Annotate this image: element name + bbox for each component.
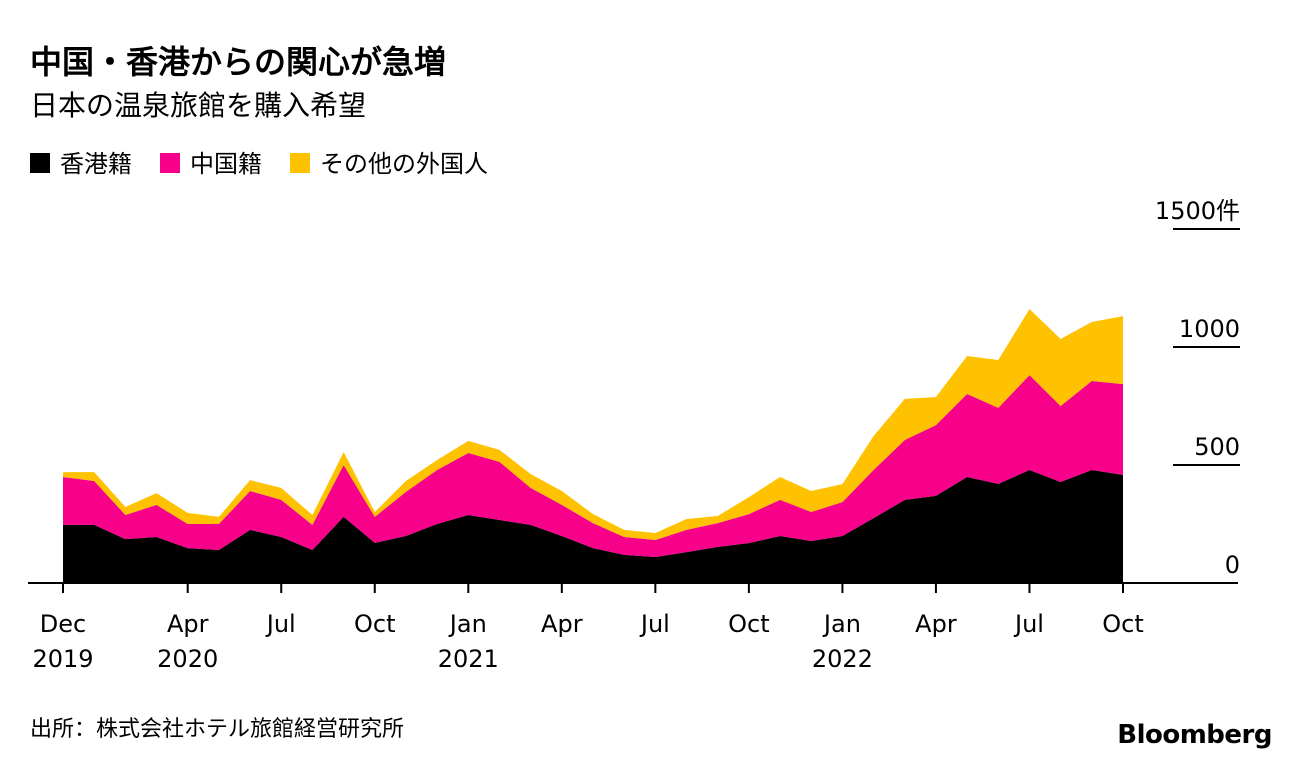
y-tick-label: 0 bbox=[1225, 551, 1240, 579]
x-tick-label: Oct bbox=[728, 610, 770, 638]
x-tick-label: Apr bbox=[915, 610, 957, 638]
legend-label: 香港籍 bbox=[60, 150, 132, 178]
area bbox=[63, 309, 1123, 540]
legend-label: 中国籍 bbox=[190, 150, 262, 178]
x-tick-label: Oct bbox=[1102, 610, 1144, 638]
x-tick-label: Jul bbox=[1013, 610, 1044, 638]
y-tick-label: 1000 bbox=[1179, 315, 1240, 343]
legend-swatch bbox=[160, 153, 180, 173]
area bbox=[63, 375, 1123, 557]
x-tick-label: Jan 2021 bbox=[438, 610, 499, 673]
y-tick-label: 1500件 bbox=[1155, 197, 1240, 225]
x-tick-label: Dec 2019 bbox=[32, 610, 93, 673]
source: 出所：株式会社ホテル旅館経営研究所 bbox=[30, 717, 404, 742]
legend-label: その他の外国人 bbox=[320, 150, 488, 178]
x-tick-label: Apr bbox=[541, 610, 583, 638]
legend-swatch bbox=[290, 153, 310, 173]
chart-subtitle: 日本の温泉旅館を購入希望 bbox=[30, 89, 366, 122]
y-tick-label: 500 bbox=[1194, 433, 1240, 461]
x-tick-label: Oct bbox=[354, 610, 396, 638]
x-tick-label: Jan 2022 bbox=[812, 610, 873, 673]
x-tick-label: Jul bbox=[265, 610, 296, 638]
credit: Bloomberg bbox=[1117, 720, 1272, 750]
x-tick-label: Jul bbox=[639, 610, 670, 638]
area bbox=[63, 470, 1123, 583]
x-tick-label: Apr 2020 bbox=[157, 610, 218, 673]
chart-title: 中国・香港からの関心が急増 bbox=[30, 43, 446, 81]
legend-swatch bbox=[30, 153, 50, 173]
